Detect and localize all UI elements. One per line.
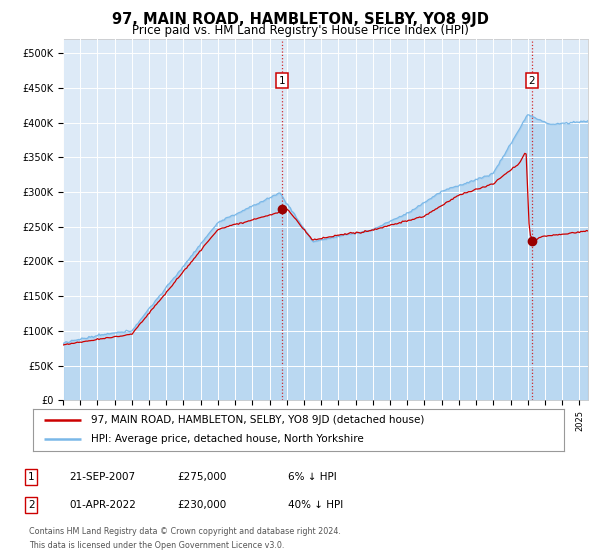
Text: 1: 1 — [278, 76, 285, 86]
Text: HPI: Average price, detached house, North Yorkshire: HPI: Average price, detached house, Nort… — [91, 435, 364, 445]
Text: 1: 1 — [28, 472, 35, 482]
Text: 97, MAIN ROAD, HAMBLETON, SELBY, YO8 9JD (detached house): 97, MAIN ROAD, HAMBLETON, SELBY, YO8 9JD… — [91, 415, 425, 425]
Text: 2: 2 — [28, 500, 35, 510]
Text: Contains HM Land Registry data © Crown copyright and database right 2024.: Contains HM Land Registry data © Crown c… — [29, 528, 341, 536]
Text: £275,000: £275,000 — [177, 472, 226, 482]
Text: Price paid vs. HM Land Registry's House Price Index (HPI): Price paid vs. HM Land Registry's House … — [131, 24, 469, 37]
Text: 40% ↓ HPI: 40% ↓ HPI — [288, 500, 343, 510]
Text: 97, MAIN ROAD, HAMBLETON, SELBY, YO8 9JD: 97, MAIN ROAD, HAMBLETON, SELBY, YO8 9JD — [112, 12, 488, 27]
Text: 2: 2 — [529, 76, 535, 86]
Text: 6% ↓ HPI: 6% ↓ HPI — [288, 472, 337, 482]
Text: 01-APR-2022: 01-APR-2022 — [69, 500, 136, 510]
Text: This data is licensed under the Open Government Licence v3.0.: This data is licensed under the Open Gov… — [29, 541, 284, 550]
Text: 21-SEP-2007: 21-SEP-2007 — [69, 472, 135, 482]
Text: £230,000: £230,000 — [177, 500, 226, 510]
